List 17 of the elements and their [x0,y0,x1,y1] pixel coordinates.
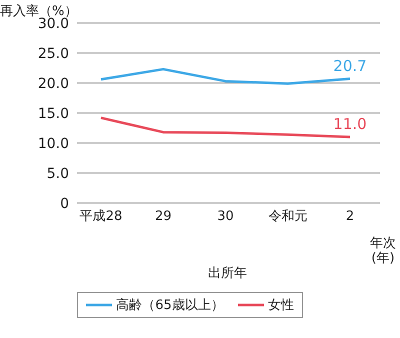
x-tick-label: 30 [217,209,234,224]
x-tick-label: 令和元 [268,209,308,224]
y-tick-label: 5.0 [46,166,69,182]
x-tick-label: 2 [346,209,354,224]
text: 年次 (年) [370,236,396,266]
legend-label: 女性 [268,297,294,314]
x-tick-label: 平成28 [80,209,122,224]
x-tick-label: 29 [154,209,172,224]
data-label: 11.0 [333,115,367,133]
legend-label: 高齢（65歳以上） [116,297,224,314]
y-tick-label: 0 [60,196,69,212]
y-tick-label: 10.0 [38,136,69,152]
y-tick-label: 20.0 [38,76,69,92]
y-tick-label: 15.0 [38,106,69,122]
data-label: 20.7 [333,56,367,75]
x-axis-title: 出所年 [208,266,247,281]
y-tick-label: 25.0 [38,46,69,62]
